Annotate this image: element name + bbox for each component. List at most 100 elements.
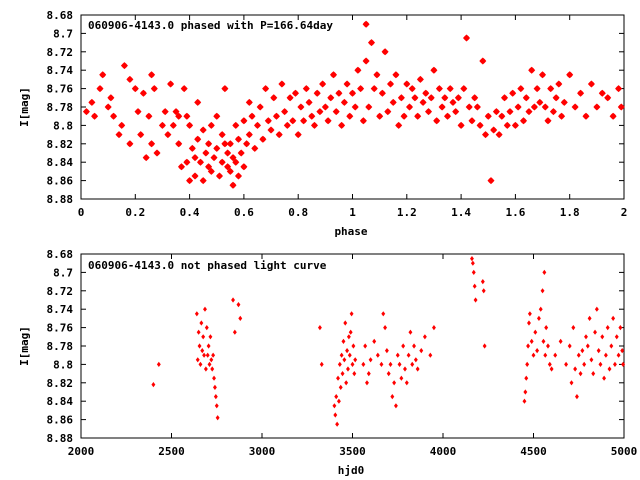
data-point: [506, 108, 514, 116]
y-tick-label: 8.7: [53, 27, 73, 40]
y-tick-label: 8.86: [47, 414, 74, 427]
data-point: [251, 144, 259, 152]
data-point: [544, 325, 549, 331]
data-point: [216, 172, 223, 180]
data-point: [395, 121, 403, 129]
data-point: [240, 163, 248, 171]
data-point: [361, 361, 366, 367]
y-tick-label: 8.78: [47, 101, 74, 114]
data-point: [194, 135, 202, 143]
data-point: [197, 343, 202, 349]
data-point: [473, 103, 481, 111]
data-point: [603, 352, 608, 358]
data-point: [602, 375, 607, 381]
data-point: [476, 121, 484, 129]
data-point: [428, 352, 433, 358]
data-point: [403, 80, 411, 88]
data-point: [598, 89, 606, 97]
plot-title: 060906-4143.0 not phased light curve: [88, 259, 327, 272]
data-point: [175, 112, 183, 120]
data-point: [186, 177, 194, 185]
data-point: [213, 144, 221, 152]
data-point: [201, 334, 206, 340]
data-point: [571, 325, 576, 331]
x-tick-label: 4000: [430, 445, 457, 458]
x-tick-label: 1.2: [397, 206, 417, 219]
data-point: [126, 75, 134, 83]
data-point: [517, 85, 525, 93]
data-point: [388, 361, 393, 367]
data-point: [351, 103, 359, 111]
data-point: [538, 306, 543, 312]
data-point: [536, 98, 544, 106]
data-point: [387, 80, 394, 88]
data-point: [161, 108, 169, 116]
data-point: [197, 158, 204, 166]
y-tick-label: 8.8: [53, 358, 73, 371]
data-point: [452, 108, 460, 116]
data-point: [587, 315, 592, 321]
data-point: [576, 352, 581, 358]
data-point: [218, 158, 226, 166]
y-tick-label: 8.78: [47, 340, 74, 353]
y-tick-label: 8.88: [47, 432, 74, 445]
data-point: [218, 131, 226, 139]
data-point: [604, 94, 612, 102]
data-point: [226, 140, 234, 148]
data-point: [340, 371, 345, 377]
data-point: [172, 108, 180, 116]
data-point: [368, 39, 375, 47]
data-point: [118, 121, 126, 129]
data-point: [88, 98, 96, 106]
data-point: [609, 112, 617, 120]
y-tick-label: 8.88: [47, 193, 74, 206]
data-point: [347, 352, 352, 358]
data-point: [349, 311, 354, 317]
data-point: [308, 112, 316, 120]
data-point: [346, 112, 354, 120]
data-point: [357, 85, 365, 93]
data-point: [286, 94, 294, 102]
data-point: [460, 85, 468, 93]
data-point: [564, 361, 569, 367]
data-point: [352, 371, 357, 377]
data-point: [607, 366, 612, 372]
data-point: [593, 329, 597, 335]
data-point: [479, 57, 487, 65]
data-point: [520, 117, 527, 125]
data-point: [432, 325, 436, 331]
data-point: [384, 348, 389, 354]
data-point: [346, 334, 351, 340]
data-point: [384, 108, 392, 116]
data-point: [205, 163, 213, 171]
data-point: [482, 131, 489, 139]
data-point: [397, 361, 402, 367]
data-point: [243, 140, 251, 148]
data-point: [529, 338, 534, 344]
data-point: [229, 181, 237, 189]
x-tick-label: 0: [78, 206, 85, 219]
x-axis-label: hjd0: [338, 464, 365, 477]
data-point: [196, 329, 201, 335]
data-point: [262, 85, 270, 93]
y-tick-label: 8.7: [53, 266, 73, 279]
x-tick-label: 4500: [520, 445, 547, 458]
data-point: [525, 361, 530, 367]
data-point: [571, 103, 579, 111]
x-tick-label: 0.4: [180, 206, 200, 219]
data-point: [278, 80, 286, 88]
data-point: [245, 98, 253, 106]
data-point: [205, 140, 213, 148]
data-point: [221, 140, 229, 148]
data-point: [463, 34, 470, 42]
data-point: [115, 131, 123, 139]
data-point: [472, 283, 477, 289]
data-point: [539, 71, 546, 79]
data-point: [203, 306, 207, 312]
data-point: [541, 103, 549, 111]
data-point: [406, 103, 413, 111]
y-tick-label: 8.76: [47, 322, 74, 335]
data-point: [549, 108, 557, 116]
data-point: [126, 140, 134, 148]
